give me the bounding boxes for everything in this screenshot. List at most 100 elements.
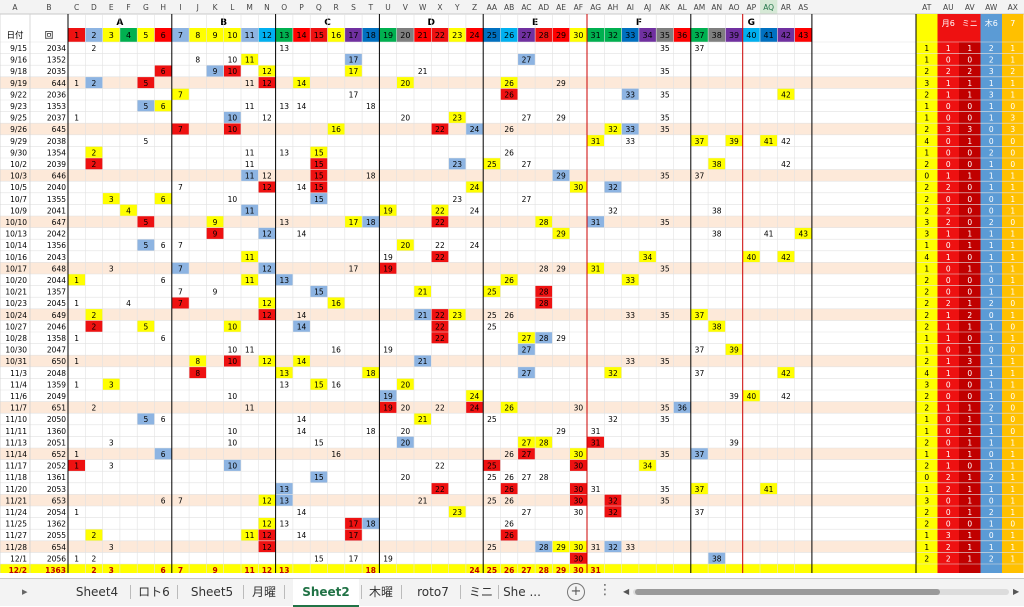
- summary-cell: [980, 506, 1002, 518]
- summary-cell: [980, 204, 1002, 216]
- date-cell: 11/18: [5, 473, 27, 482]
- highlight-cell: [500, 401, 518, 414]
- date-cell: 11/6: [10, 392, 27, 401]
- summary-cell: [916, 262, 938, 274]
- number-cell: 42: [781, 90, 791, 99]
- column-letter: G: [143, 3, 149, 12]
- sheet-tab[interactable]: ロト6: [138, 585, 170, 599]
- more-options-icon[interactable]: ⋮: [598, 582, 612, 598]
- selected-column-header[interactable]: [760, 0, 778, 14]
- highlight-cell: [223, 111, 241, 124]
- number-cell: 10: [228, 462, 238, 471]
- sheet-tab[interactable]: roto7: [417, 585, 449, 599]
- row-band: [0, 355, 916, 367]
- number-cell: 15: [314, 288, 324, 297]
- summary-cell: [937, 134, 959, 147]
- sheet-tab[interactable]: Sheet5: [190, 585, 234, 599]
- summary-cell: [980, 227, 1002, 240]
- summary-value: 0: [946, 415, 951, 424]
- number-cell: 24: [470, 241, 480, 250]
- number-cell: 9: [213, 218, 218, 227]
- summary-value: 2: [924, 90, 929, 99]
- number-cell: 27: [521, 566, 531, 573]
- date-cell: 12/2: [9, 566, 27, 573]
- summary-cell: [980, 65, 1002, 77]
- summary-cell: [916, 65, 938, 77]
- horizontal-scrollbar[interactable]: ◀ ▶: [623, 587, 1020, 597]
- number-cell: 35: [660, 311, 670, 320]
- summary-value: 0: [989, 450, 994, 459]
- number-header-cell: [777, 28, 795, 42]
- date-cell: 9/23: [10, 102, 27, 111]
- number-cell: 1: [74, 357, 79, 366]
- summary-value: 0: [967, 102, 972, 111]
- summary-value: 1: [1010, 543, 1015, 552]
- number-cell: 29: [556, 427, 566, 436]
- number-header-label: 37: [694, 31, 704, 40]
- summary-value: 1: [946, 253, 951, 262]
- summary-value: 3: [1010, 114, 1015, 123]
- chevron-left-icon[interactable]: ◀: [623, 587, 630, 596]
- number-cell: 25: [487, 288, 497, 297]
- highlight-cell: [414, 308, 432, 321]
- highlight-cell: [742, 250, 760, 263]
- highlight-cell: [587, 134, 605, 147]
- highlight-cell: [344, 53, 363, 66]
- number-header-cell: [708, 28, 726, 42]
- tab-separator: [460, 585, 461, 599]
- summary-cell: [980, 378, 1002, 390]
- summary-cell: [937, 204, 959, 216]
- number-cell: 12: [262, 299, 272, 308]
- number-header-cell: [500, 28, 518, 42]
- number-header-cell: [569, 28, 587, 42]
- sheet-tab[interactable]: Sheet2: [293, 579, 359, 607]
- table-row: [0, 76, 1024, 89]
- sheet-tab[interactable]: 木曜: [368, 585, 393, 599]
- number-header-cell: [258, 28, 276, 42]
- highlight-cell: [777, 250, 795, 263]
- number-cell: 32: [608, 496, 618, 505]
- summary-cell: [959, 343, 981, 356]
- summary-cell: [937, 320, 959, 332]
- scroll-thumb[interactable]: [635, 589, 940, 595]
- highlight-cell: [223, 65, 241, 77]
- table-row: [0, 308, 1024, 321]
- summary-value: 1: [967, 554, 972, 563]
- plus-icon[interactable]: +: [567, 583, 585, 601]
- summary-cell: [916, 564, 938, 573]
- table-row: [85, 146, 1024, 158]
- summary-cell: [980, 413, 1002, 425]
- number-cell: 17: [349, 264, 359, 273]
- sheet-tab[interactable]: Sheet4: [75, 585, 119, 599]
- summary-cell: [916, 285, 938, 298]
- summary-value: 1: [946, 357, 951, 366]
- sheet-tab[interactable]: ミニ: [468, 585, 493, 599]
- summary-value: 1: [967, 44, 972, 53]
- summary-cell: [1002, 308, 1024, 321]
- number-cell: 42: [781, 160, 791, 169]
- triangle-right-icon[interactable]: ▸: [22, 585, 28, 598]
- spreadsheet-grid[interactable]: A B C D E F G H I J K L M N O P Q R S T U V W X Y Z AA AB AC AD AE AF AG…: [0, 0, 1024, 573]
- column-letter: AF: [574, 3, 583, 12]
- summary-cell: [980, 390, 1002, 402]
- date-cell: 11/4: [10, 380, 27, 389]
- summary-value: 1: [967, 230, 972, 239]
- number-cell: 32: [608, 543, 618, 552]
- number-header-cell: [656, 28, 674, 42]
- highlight-cell: [241, 250, 259, 263]
- highlight-cell: [794, 227, 812, 240]
- summary-value: 0: [967, 206, 972, 215]
- summary-cell: [916, 459, 938, 472]
- number-header-label: 15: [314, 31, 324, 40]
- date-cell: 9/18: [10, 67, 27, 76]
- summary-value: 1: [989, 380, 994, 389]
- sheet-tab[interactable]: She ...: [503, 585, 541, 599]
- number-cell: 40: [747, 392, 757, 401]
- number-header-cell: [102, 28, 120, 42]
- number-header-cell: [621, 28, 639, 42]
- chevron-right-icon[interactable]: ▶: [1013, 587, 1020, 596]
- sheet-tab[interactable]: 月曜: [251, 585, 276, 599]
- summary-value: 1: [1010, 183, 1015, 192]
- highlight-cell: [431, 482, 449, 495]
- summary-cell: [937, 297, 959, 309]
